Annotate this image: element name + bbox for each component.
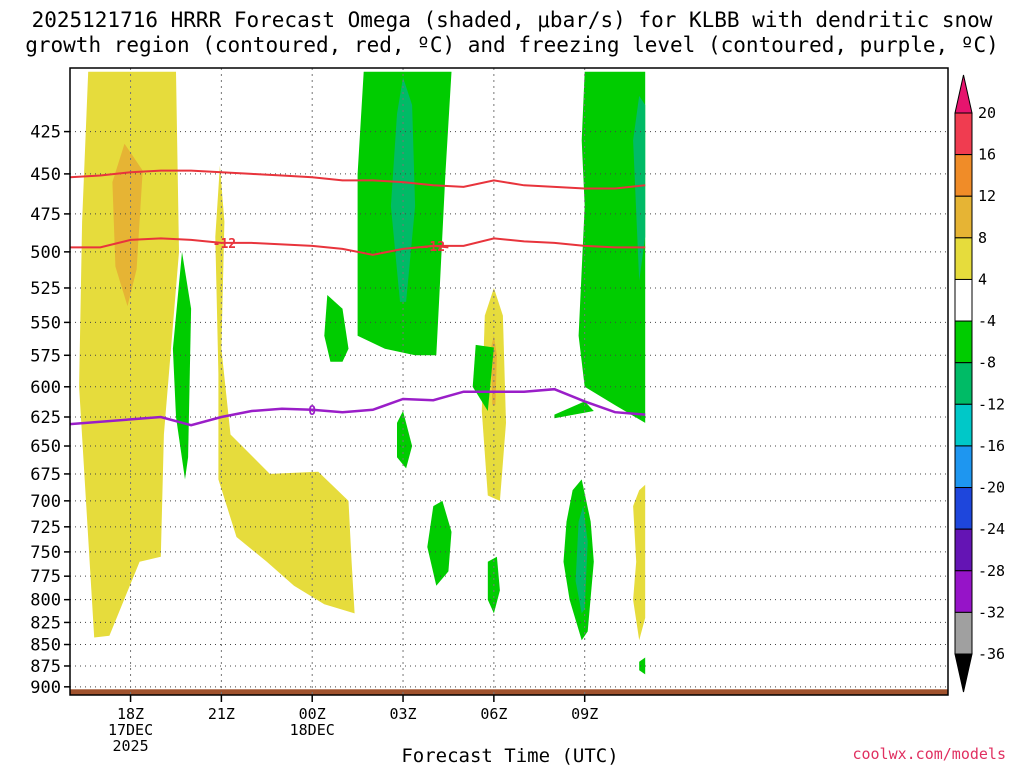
y-tick-label: 825: [30, 613, 61, 633]
colorbar-label: -16: [978, 437, 1005, 455]
plot-frame: [69, 67, 949, 696]
freezing-level-line: [70, 387, 646, 427]
y-tick-label: 675: [30, 465, 61, 485]
y-tick-label: 425: [30, 123, 61, 143]
y-tick-label: 450: [30, 165, 61, 185]
colorbar-label: -4: [978, 312, 996, 330]
x-tick-label: 18Z: [117, 705, 144, 723]
x-axis-label: Forecast Time (UTC): [401, 745, 619, 767]
colorbar-box: [954, 611, 973, 655]
y-tick-label: 550: [30, 313, 61, 333]
colorbar-label: -28: [978, 562, 1005, 580]
x-tick-label: 18DEC: [290, 721, 335, 739]
y-tick-label: 500: [30, 243, 61, 263]
plot-background: [70, 68, 948, 695]
colorbar-label: -32: [978, 603, 1005, 621]
colorbar-box: [954, 237, 973, 280]
y-tick-label: 650: [30, 437, 61, 457]
colorbar-top-arrow: [954, 74, 973, 114]
colorbar-box: [954, 362, 973, 405]
dgz-contour-1: [421, 244, 449, 249]
y-tick-label: 625: [30, 408, 61, 428]
credit-link[interactable]: coolwx.com/models: [852, 745, 1006, 763]
omega-region-12: [472, 344, 494, 411]
plot-clip-group: -12 -12 0: [70, 68, 948, 695]
y-tick-label: 800: [30, 591, 61, 611]
x-tick-label: 00Z: [299, 705, 326, 723]
omega-region-18: [575, 506, 588, 614]
colorbar-label: 20: [978, 104, 996, 122]
dgz-contour-2: [70, 169, 646, 190]
colorbar-box: [954, 112, 973, 156]
colorbar-bottom-arrow: [954, 653, 973, 693]
omega-region-11: [427, 500, 452, 586]
colorbar-label: -12: [978, 395, 1005, 413]
omega-region-15: [633, 95, 646, 281]
colorbar-box: [954, 278, 973, 322]
colorbar-label: -20: [978, 479, 1005, 497]
x-tick-label: 21Z: [208, 705, 235, 723]
colorbar-box: [954, 570, 973, 613]
y-tick-label: 725: [30, 518, 61, 538]
x-tick-label: 03Z: [389, 705, 416, 723]
x-tick-label: 06Z: [480, 705, 507, 723]
x-tick-label: 09Z: [571, 705, 598, 723]
y-tick-label: 750: [30, 543, 61, 563]
chart-title-line-1: 2025121716 HRRR Forecast Omega (shaded, …: [31, 8, 993, 32]
colorbar-label: -36: [978, 645, 1005, 663]
omega-region-19: [639, 657, 646, 675]
colorbar-label: 8: [978, 229, 987, 247]
omega-region-1: [112, 143, 143, 307]
x-tick-label: 17DEC: [108, 721, 153, 739]
y-tick-label: 775: [30, 567, 61, 587]
x-tick-label: 2025: [112, 737, 148, 755]
colorbar-label: 16: [978, 146, 996, 164]
omega-region-2: [215, 165, 355, 614]
y-tick-label: 525: [30, 279, 61, 299]
plot-area: -12 -12 0: [70, 68, 948, 695]
colorbar-label: -24: [978, 520, 1005, 538]
y-tick-label: 600: [30, 378, 61, 398]
dgz-contour-0: [70, 237, 646, 256]
y-tick-label: 875: [30, 657, 61, 677]
terrain-band: [70, 689, 948, 695]
y-tick-label: 850: [30, 636, 61, 656]
colorbar-label: 4: [978, 270, 987, 288]
y-tick-label: 900: [30, 678, 61, 698]
colorbar-label: 12: [978, 187, 996, 205]
y-tick-label: 700: [30, 492, 61, 512]
dgz-contour-label: -12: [213, 237, 236, 252]
dgz-contour-label: -12: [422, 240, 445, 255]
omega-region-9: [324, 295, 349, 362]
freezing-level-label: 0: [308, 404, 316, 419]
colorbar-box: [954, 445, 973, 489]
omega-region-16: [554, 401, 594, 419]
omega-region-10: [397, 411, 413, 469]
colorbar-box: [954, 320, 973, 364]
y-tick-label: 475: [30, 205, 61, 225]
colorbar-box: [954, 487, 973, 530]
y-tick-label: 575: [30, 346, 61, 366]
colorbar-box: [954, 195, 973, 239]
colorbar-box: [954, 403, 973, 447]
chart-title-line-2: growth region (contoured, red, ºC) and f…: [25, 33, 999, 57]
colorbar: 20 16 12 8 4 -4 -8 -12 -16 -20 -24 -28 -32 -36: [954, 74, 1005, 693]
omega-region-5: [633, 484, 646, 641]
axes: 425 450 475 500 525 550 575 600 625 650 675 700 725 7…: [30, 67, 949, 755]
omega-region-0: [79, 71, 179, 638]
colorbar-box: [954, 154, 973, 197]
colorbar-box: [954, 528, 973, 572]
colorbar-label: -8: [978, 354, 996, 372]
